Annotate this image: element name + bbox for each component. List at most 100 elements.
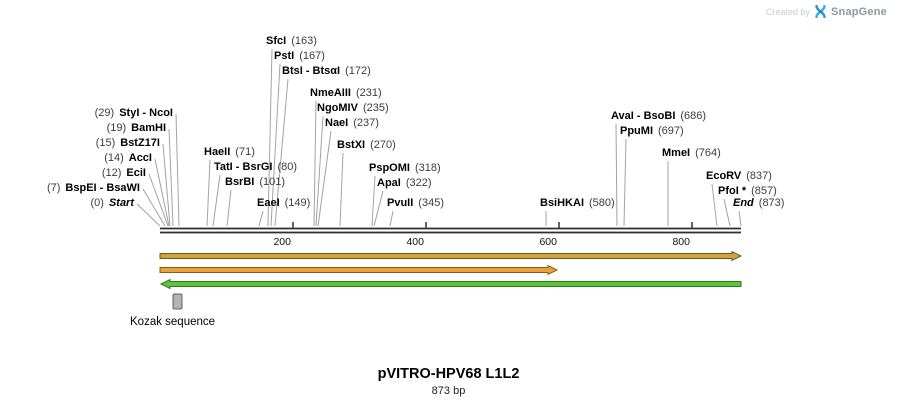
map-title: pVITRO-HPV68 L1L2 — [377, 366, 520, 382]
leader-line — [371, 175, 376, 227]
site-label-haeii[interactable]: HaeII (71) — [204, 146, 255, 159]
site-position: (345) — [418, 197, 444, 209]
site-label-ngomiv[interactable]: NgoMIV (235) — [317, 102, 389, 115]
site-label-mmei[interactable]: MmeI (764) — [662, 147, 721, 160]
site-label-btsi-btsai[interactable]: BtsI - BtsαI (172) — [282, 65, 371, 78]
leader-line — [313, 100, 317, 227]
leader-line — [175, 113, 180, 227]
leader-line — [212, 174, 221, 227]
site-name: NmeAIII — [310, 87, 351, 99]
site-name: BstXI — [337, 139, 366, 151]
site-position: (237) — [353, 117, 379, 129]
site-position: (29) — [94, 107, 115, 119]
site-position: (857) — [751, 185, 777, 197]
site-label-ppumi[interactable]: PpuMI (697) — [620, 125, 684, 138]
kozak-sequence-label[interactable]: Kozak sequence — [130, 316, 216, 328]
site-name: EcoRV — [706, 170, 742, 182]
ruler-tick-label: 200 — [273, 236, 291, 248]
leader-line — [142, 188, 166, 227]
site-position: (172) — [345, 65, 371, 77]
site-label-pvuii[interactable]: PvuII (345) — [387, 197, 444, 210]
leader-line — [615, 123, 618, 227]
site-name: MmeI — [662, 147, 691, 159]
site-label-tati-bsrgi[interactable]: TatI - BsrGI (80) — [214, 161, 297, 174]
site-name: PpuMI — [620, 125, 653, 137]
site-name: PvuII — [387, 197, 414, 209]
leader-line — [162, 143, 171, 227]
site-name: AvaI - BsoBI — [611, 110, 676, 122]
leader-line — [315, 115, 324, 227]
site-label-eaei[interactable]: EaeI (149) — [257, 197, 310, 210]
site-name: TatI - BsrGI — [214, 161, 273, 173]
leader-line — [738, 210, 742, 227]
site-position: (318) — [414, 162, 441, 174]
site-position: (15) — [95, 137, 116, 149]
leader-line — [339, 152, 344, 227]
created-by-text: Created by — [765, 6, 810, 17]
site-position: (80) — [277, 161, 298, 173]
site-label-apai[interactable]: ApaI (322) — [377, 177, 432, 190]
leader-line — [373, 190, 384, 227]
site-name: EaeI — [257, 197, 280, 209]
site-label-avai-bsobi[interactable]: AvaI - BsoBI (686) — [611, 110, 706, 123]
site-name: EciI — [126, 167, 146, 179]
feature-arrow-middle[interactable] — [159, 264, 559, 276]
site-label-sfci[interactable]: SfcI (163) — [266, 35, 317, 48]
feature-arrow-top[interactable] — [159, 250, 743, 262]
site-position: (71) — [235, 146, 255, 158]
leader-line — [389, 210, 394, 227]
site-name: BsrBI — [225, 176, 255, 188]
site-position: (235) — [362, 102, 389, 114]
feature-arrow-bottom[interactable] — [159, 278, 742, 290]
leader-line — [168, 128, 174, 227]
leader-line — [623, 138, 627, 227]
site-position: (270) — [370, 139, 396, 151]
watermark: Created by SnapGene — [766, 5, 887, 18]
site-label-styi-ncoi[interactable]: (29) StyI - NcoI — [95, 107, 173, 120]
site-label-ecii[interactable]: (12) EciI — [102, 167, 146, 180]
site-label-start[interactable]: (0) Start — [90, 197, 134, 210]
kozak-marker[interactable] — [172, 293, 183, 310]
site-label-bsihkai[interactable]: BsiHKAI (580) — [540, 197, 615, 210]
site-position: (764) — [695, 147, 721, 159]
site-name: NaeI — [325, 117, 349, 129]
site-label-bstxi[interactable]: BstXI (270) — [337, 139, 396, 152]
leader-line — [723, 198, 731, 227]
site-position: (697) — [658, 125, 684, 137]
leader-line — [154, 158, 170, 227]
snapgene-logo-icon — [815, 5, 826, 18]
site-label-psti[interactable]: PstI (167) — [274, 50, 325, 63]
site-position: (7) — [46, 182, 61, 194]
site-name: BtsI - BtsαI — [282, 65, 341, 77]
ruler-tick-label: 400 — [406, 236, 424, 248]
site-label-end[interactable]: End (873) — [733, 197, 784, 210]
site-label-bspei-bsawi[interactable]: (7) BspEI - BsaWI — [47, 182, 140, 195]
site-name: BspEI - BsaWI — [65, 182, 140, 194]
sequence-ruler[interactable] — [160, 222, 741, 234]
site-position: (322) — [405, 177, 432, 189]
site-position: (873) — [758, 197, 785, 209]
leader-line — [206, 159, 211, 227]
site-label-bsrbi[interactable]: BsrBI (101) — [225, 176, 285, 189]
site-label-acci[interactable]: (14) AccI — [104, 152, 152, 165]
site-position: (19) — [106, 122, 127, 134]
site-label-nmeaiii[interactable]: NmeAIII (231) — [310, 87, 382, 100]
site-position: (837) — [746, 170, 772, 182]
leader-line — [267, 48, 273, 227]
site-position: (167) — [299, 50, 325, 62]
site-label-pspomi[interactable]: PspOMI (318) — [369, 162, 441, 175]
site-label-naei[interactable]: NaeI (237) — [325, 117, 379, 130]
site-position: (101) — [259, 176, 286, 188]
site-label-bamhi[interactable]: (19) BamHI — [107, 122, 166, 135]
site-label-ecorv[interactable]: EcoRV (837) — [706, 170, 772, 183]
site-name: BamHI — [131, 122, 166, 134]
site-position: (686) — [680, 110, 707, 122]
site-name: NgoMIV — [317, 102, 358, 114]
leader-line — [274, 78, 289, 227]
map-length: 873 bp — [431, 385, 466, 397]
leader-line — [148, 173, 169, 227]
site-label-pfoi[interactable]: PfoI * (857) — [718, 185, 777, 198]
site-label-bstz17i[interactable]: (15) BstZ17I — [96, 137, 160, 150]
